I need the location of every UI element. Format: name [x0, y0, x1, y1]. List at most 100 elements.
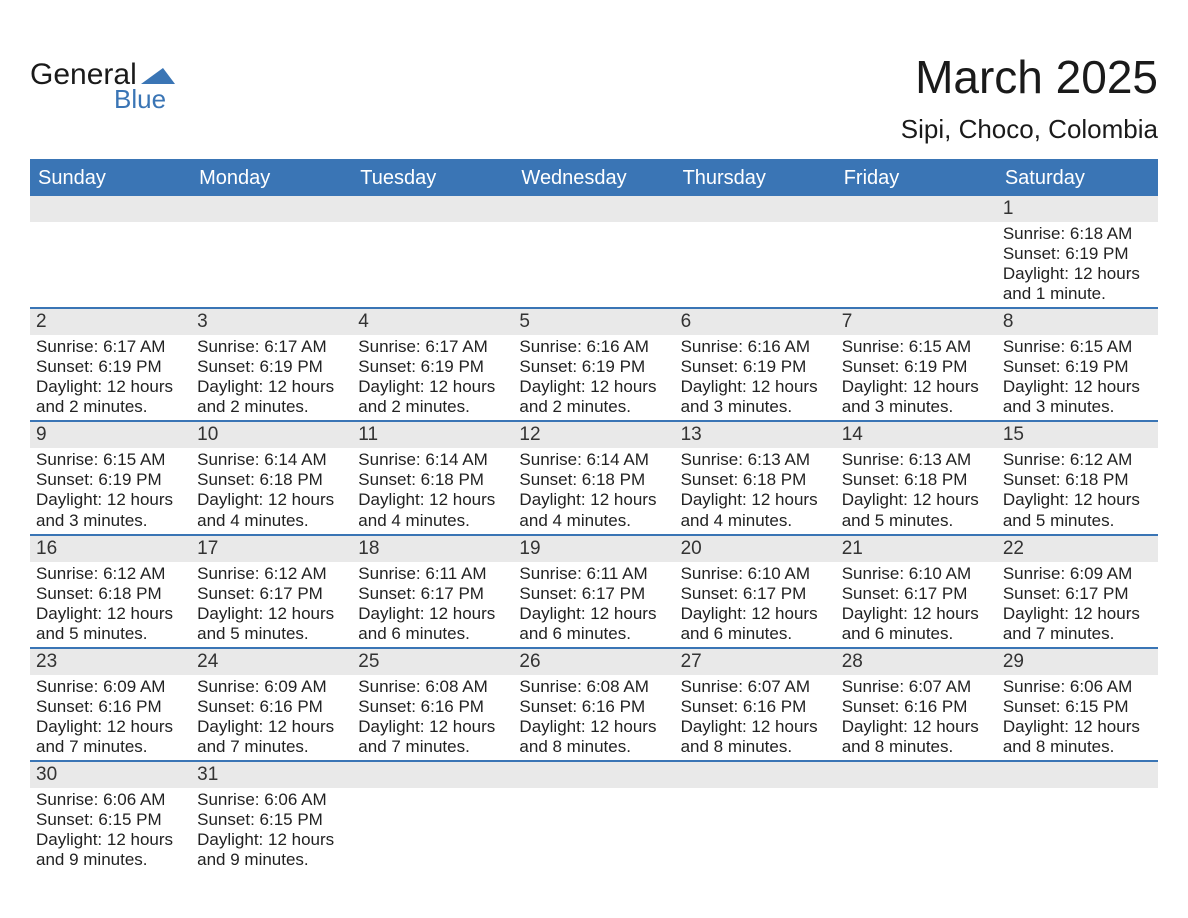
daylight-text: Daylight: 12 hours and 9 minutes.	[36, 830, 185, 870]
sunset-text: Sunset: 6:16 PM	[681, 697, 830, 717]
sunset-text: Sunset: 6:16 PM	[842, 697, 991, 717]
day-number: 2	[30, 309, 191, 335]
day-details	[352, 222, 513, 227]
calendar-day-cell: 15Sunrise: 6:12 AMSunset: 6:18 PMDayligh…	[997, 422, 1158, 533]
day-number	[513, 196, 674, 222]
sunrise-text: Sunrise: 6:07 AM	[681, 677, 830, 697]
daylight-text: Daylight: 12 hours and 3 minutes.	[1003, 377, 1152, 417]
sunrise-text: Sunrise: 6:08 AM	[358, 677, 507, 697]
sunset-text: Sunset: 6:18 PM	[36, 584, 185, 604]
day-number: 28	[836, 649, 997, 675]
day-number: 9	[30, 422, 191, 448]
calendar-day-cell: 21Sunrise: 6:10 AMSunset: 6:17 PMDayligh…	[836, 536, 997, 647]
sunset-text: Sunset: 6:19 PM	[681, 357, 830, 377]
logo-word2: Blue	[114, 86, 175, 112]
sunrise-text: Sunrise: 6:10 AM	[842, 564, 991, 584]
daylight-text: Daylight: 12 hours and 2 minutes.	[197, 377, 346, 417]
daylight-text: Daylight: 12 hours and 3 minutes.	[842, 377, 991, 417]
calendar-day-cell: 19Sunrise: 6:11 AMSunset: 6:17 PMDayligh…	[513, 536, 674, 647]
calendar-day-cell	[836, 196, 997, 307]
day-details: Sunrise: 6:10 AMSunset: 6:17 PMDaylight:…	[675, 562, 836, 647]
daylight-text: Daylight: 12 hours and 7 minutes.	[358, 717, 507, 757]
sunrise-text: Sunrise: 6:07 AM	[842, 677, 991, 697]
calendar-day-cell: 29Sunrise: 6:06 AMSunset: 6:15 PMDayligh…	[997, 649, 1158, 760]
sunset-text: Sunset: 6:15 PM	[36, 810, 185, 830]
calendar-day-cell: 27Sunrise: 6:07 AMSunset: 6:16 PMDayligh…	[675, 649, 836, 760]
day-number	[675, 762, 836, 788]
day-number	[30, 196, 191, 222]
day-number	[352, 762, 513, 788]
day-details: Sunrise: 6:13 AMSunset: 6:18 PMDaylight:…	[675, 448, 836, 533]
daylight-text: Daylight: 12 hours and 6 minutes.	[519, 604, 668, 644]
sunset-text: Sunset: 6:16 PM	[519, 697, 668, 717]
calendar-day-cell	[675, 196, 836, 307]
sunrise-text: Sunrise: 6:09 AM	[1003, 564, 1152, 584]
day-details	[513, 788, 674, 793]
daylight-text: Daylight: 12 hours and 5 minutes.	[36, 604, 185, 644]
day-number	[513, 762, 674, 788]
sunset-text: Sunset: 6:19 PM	[36, 357, 185, 377]
day-number: 1	[997, 196, 1158, 222]
sunset-text: Sunset: 6:18 PM	[519, 470, 668, 490]
daylight-text: Daylight: 12 hours and 4 minutes.	[358, 490, 507, 530]
calendar-day-cell: 16Sunrise: 6:12 AMSunset: 6:18 PMDayligh…	[30, 536, 191, 647]
daylight-text: Daylight: 12 hours and 8 minutes.	[681, 717, 830, 757]
sunset-text: Sunset: 6:19 PM	[197, 357, 346, 377]
sunset-text: Sunset: 6:16 PM	[36, 697, 185, 717]
day-details: Sunrise: 6:09 AMSunset: 6:16 PMDaylight:…	[30, 675, 191, 760]
sunset-text: Sunset: 6:19 PM	[358, 357, 507, 377]
day-number	[836, 196, 997, 222]
day-number	[997, 762, 1158, 788]
day-header-wednesday: Wednesday	[513, 161, 674, 196]
calendar-week-row: 16Sunrise: 6:12 AMSunset: 6:18 PMDayligh…	[30, 534, 1158, 647]
sunset-text: Sunset: 6:17 PM	[842, 584, 991, 604]
sunrise-text: Sunrise: 6:09 AM	[36, 677, 185, 697]
daylight-text: Daylight: 12 hours and 2 minutes.	[36, 377, 185, 417]
calendar-day-cell	[352, 196, 513, 307]
calendar-day-cell	[191, 196, 352, 307]
sunrise-text: Sunrise: 6:15 AM	[1003, 337, 1152, 357]
day-details: Sunrise: 6:06 AMSunset: 6:15 PMDaylight:…	[191, 788, 352, 873]
calendar-day-cell: 3Sunrise: 6:17 AMSunset: 6:19 PMDaylight…	[191, 309, 352, 420]
day-details: Sunrise: 6:07 AMSunset: 6:16 PMDaylight:…	[836, 675, 997, 760]
day-number: 27	[675, 649, 836, 675]
day-number: 26	[513, 649, 674, 675]
day-number: 4	[352, 309, 513, 335]
calendar-week-row: 23Sunrise: 6:09 AMSunset: 6:16 PMDayligh…	[30, 647, 1158, 760]
day-details: Sunrise: 6:11 AMSunset: 6:17 PMDaylight:…	[352, 562, 513, 647]
sunrise-text: Sunrise: 6:08 AM	[519, 677, 668, 697]
sunset-text: Sunset: 6:17 PM	[681, 584, 830, 604]
day-number: 18	[352, 536, 513, 562]
daylight-text: Daylight: 12 hours and 6 minutes.	[842, 604, 991, 644]
calendar-day-cell: 12Sunrise: 6:14 AMSunset: 6:18 PMDayligh…	[513, 422, 674, 533]
day-number: 15	[997, 422, 1158, 448]
sunset-text: Sunset: 6:17 PM	[197, 584, 346, 604]
daylight-text: Daylight: 12 hours and 5 minutes.	[842, 490, 991, 530]
calendar-day-cell: 10Sunrise: 6:14 AMSunset: 6:18 PMDayligh…	[191, 422, 352, 533]
day-number	[836, 762, 997, 788]
sunrise-text: Sunrise: 6:06 AM	[1003, 677, 1152, 697]
calendar-day-cell	[997, 762, 1158, 873]
day-details: Sunrise: 6:15 AMSunset: 6:19 PMDaylight:…	[30, 448, 191, 533]
day-number: 22	[997, 536, 1158, 562]
sunrise-text: Sunrise: 6:18 AM	[1003, 224, 1152, 244]
daylight-text: Daylight: 12 hours and 3 minutes.	[681, 377, 830, 417]
calendar-day-cell: 20Sunrise: 6:10 AMSunset: 6:17 PMDayligh…	[675, 536, 836, 647]
day-details	[30, 222, 191, 227]
day-details: Sunrise: 6:08 AMSunset: 6:16 PMDaylight:…	[352, 675, 513, 760]
calendar-day-cell	[675, 762, 836, 873]
sunrise-text: Sunrise: 6:14 AM	[519, 450, 668, 470]
day-number: 6	[675, 309, 836, 335]
calendar-week-row: 30Sunrise: 6:06 AMSunset: 6:15 PMDayligh…	[30, 760, 1158, 873]
daylight-text: Daylight: 12 hours and 4 minutes.	[519, 490, 668, 530]
calendar-day-cell: 8Sunrise: 6:15 AMSunset: 6:19 PMDaylight…	[997, 309, 1158, 420]
day-number: 23	[30, 649, 191, 675]
day-number: 21	[836, 536, 997, 562]
day-details: Sunrise: 6:07 AMSunset: 6:16 PMDaylight:…	[675, 675, 836, 760]
day-details	[191, 222, 352, 227]
day-number: 14	[836, 422, 997, 448]
day-details: Sunrise: 6:18 AMSunset: 6:19 PMDaylight:…	[997, 222, 1158, 307]
daylight-text: Daylight: 12 hours and 8 minutes.	[519, 717, 668, 757]
day-number: 25	[352, 649, 513, 675]
day-number	[191, 196, 352, 222]
